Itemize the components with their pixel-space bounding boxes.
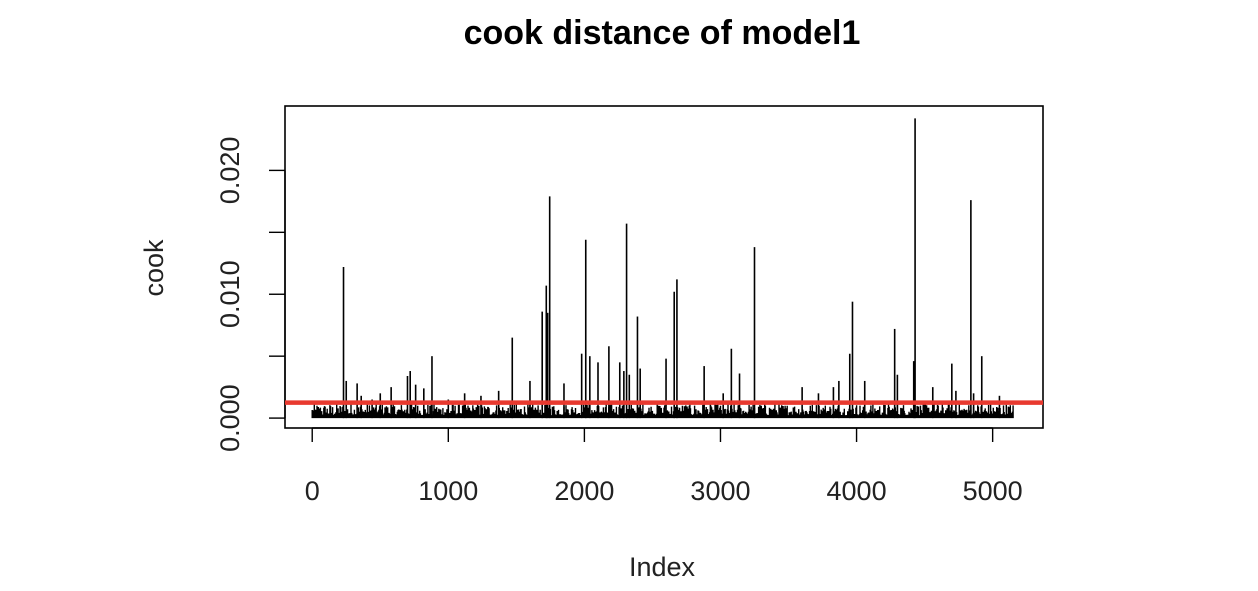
y-tick-label: 0.010 xyxy=(215,260,245,328)
x-tick-label: 1000 xyxy=(418,476,478,506)
chart-title: cook distance of model1 xyxy=(464,14,861,52)
y-axis-label: cook xyxy=(139,239,169,297)
x-axis: 0 1000 2000 3000 4000 5000 xyxy=(305,427,1023,506)
x-tick-label: 2000 xyxy=(554,476,614,506)
x-tick-label: 5000 xyxy=(963,476,1023,506)
y-axis: 0.000 0.010 0.020 xyxy=(215,137,286,452)
data-spikes xyxy=(311,118,1014,419)
y-tick-label: 0.000 xyxy=(215,384,245,452)
x-axis-label: Index xyxy=(629,552,696,582)
x-tick-label: 4000 xyxy=(827,476,887,506)
baseline-spikes xyxy=(311,403,1014,419)
x-tick-label: 3000 xyxy=(690,476,750,506)
plot-box xyxy=(284,105,1044,429)
y-tick-label: 0.020 xyxy=(215,137,245,205)
x-tick-label: 0 xyxy=(305,476,320,506)
